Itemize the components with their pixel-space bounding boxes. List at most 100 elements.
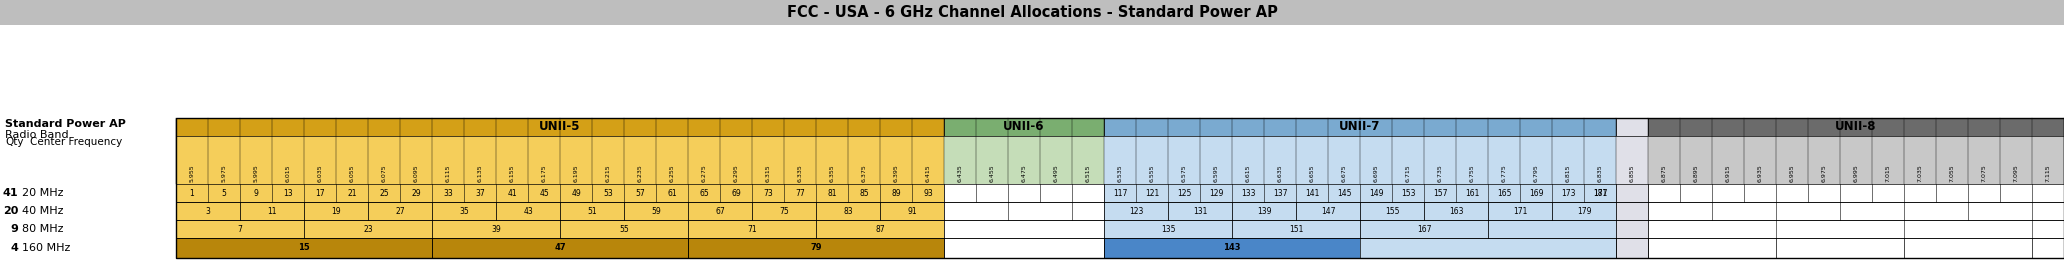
Bar [175,220,943,238]
Text: Center Frequency: Center Frequency [31,137,122,147]
Bar [943,238,1104,258]
Text: 79: 79 [811,244,821,252]
Text: 6.675: 6.675 [1342,164,1346,182]
Text: 77: 77 [795,188,805,198]
Text: 125: 125 [1176,188,1191,198]
Text: 6.635: 6.635 [1278,164,1282,182]
Text: 23: 23 [363,224,374,233]
Text: 80 MHz: 80 MHz [23,224,64,234]
Text: 53: 53 [603,188,613,198]
Text: 5.975: 5.975 [221,164,227,182]
Text: 6.695: 6.695 [1373,164,1379,182]
Bar [943,184,1104,202]
Text: 20 MHz: 20 MHz [23,188,64,198]
Text: 1: 1 [190,188,194,198]
Text: 149: 149 [1368,188,1383,198]
Text: 163: 163 [1449,206,1463,216]
Text: 6.655: 6.655 [1309,165,1315,182]
Text: 6.615: 6.615 [1245,165,1251,182]
Text: 25: 25 [380,188,388,198]
Text: 153: 153 [1401,188,1416,198]
Bar [175,118,943,136]
Text: 85: 85 [859,188,869,198]
Text: 6.195: 6.195 [574,164,578,182]
Text: 3: 3 [206,206,211,216]
Text: 6.995: 6.995 [1853,164,1858,182]
Text: 6.395: 6.395 [894,164,898,182]
Text: 6.955: 6.955 [1789,164,1794,182]
Bar [1104,238,1360,258]
Bar [1616,238,1647,258]
Text: 6.215: 6.215 [605,164,611,182]
Text: 6.235: 6.235 [638,164,642,182]
Text: 155: 155 [1385,206,1399,216]
Bar [1616,118,1647,136]
Text: 6.555: 6.555 [1150,165,1154,182]
Text: 133: 133 [1240,188,1255,198]
Text: 6.975: 6.975 [1823,164,1827,182]
Text: 6.935: 6.935 [1759,164,1763,182]
Text: 6.715: 6.715 [1406,164,1410,182]
Text: 55: 55 [619,224,630,233]
Text: 83: 83 [844,206,852,216]
Bar [175,202,943,220]
Text: 87: 87 [875,224,885,233]
Text: 39: 39 [491,224,502,233]
Text: 123: 123 [1129,206,1143,216]
Text: 5.995: 5.995 [254,164,258,182]
Text: 6.315: 6.315 [766,164,770,182]
Bar [1616,202,1647,220]
Text: 5.955: 5.955 [190,164,194,182]
Text: 89: 89 [892,188,900,198]
Text: 51: 51 [586,206,596,216]
Text: 6.915: 6.915 [1726,164,1730,182]
Text: 15: 15 [297,244,310,252]
Text: 135: 135 [1160,224,1174,233]
Text: 9: 9 [254,188,258,198]
Bar [1647,118,2064,136]
Bar [175,136,943,184]
Text: 6.255: 6.255 [669,164,675,182]
Text: 41: 41 [508,188,516,198]
Text: 49: 49 [572,188,580,198]
Text: 27: 27 [394,206,405,216]
Text: 151: 151 [1288,224,1302,233]
Text: 6.095: 6.095 [413,164,419,182]
Bar [943,136,1104,184]
Text: 93: 93 [923,188,933,198]
Text: 6.175: 6.175 [541,164,547,182]
Text: 9: 9 [10,224,19,234]
Text: 121: 121 [1146,188,1160,198]
Text: 45: 45 [539,188,549,198]
Text: 6.075: 6.075 [382,164,386,182]
Text: 157: 157 [1432,188,1447,198]
Bar [1616,184,1647,202]
Text: 19: 19 [330,206,341,216]
Text: 35: 35 [458,206,469,216]
Text: 47: 47 [555,244,566,252]
Text: 65: 65 [700,188,708,198]
Text: Qty: Qty [4,137,23,147]
Bar [1647,136,2064,184]
Text: FCC - USA - 6 GHz Channel Allocations - Standard Power AP: FCC - USA - 6 GHz Channel Allocations - … [786,5,1278,20]
Bar [1104,220,1616,238]
Text: 61: 61 [667,188,677,198]
Text: 81: 81 [828,188,836,198]
Text: 5: 5 [221,188,227,198]
Text: 29: 29 [411,188,421,198]
Text: 6.435: 6.435 [958,164,962,182]
Text: 33: 33 [444,188,452,198]
Text: 7.075: 7.075 [1981,164,1986,182]
Text: 6.755: 6.755 [1470,164,1474,182]
Bar [1616,220,1647,238]
Text: 71: 71 [747,224,757,233]
Text: 173: 173 [1560,188,1575,198]
Bar [1647,220,2064,238]
Text: 169: 169 [1529,188,1544,198]
Text: 7.015: 7.015 [1886,164,1891,182]
Text: UNII-8: UNII-8 [1835,120,1876,133]
Text: 177: 177 [1593,188,1608,198]
Text: 6.595: 6.595 [1214,164,1218,182]
Text: 6.115: 6.115 [446,165,450,182]
Text: 41: 41 [2,188,19,198]
